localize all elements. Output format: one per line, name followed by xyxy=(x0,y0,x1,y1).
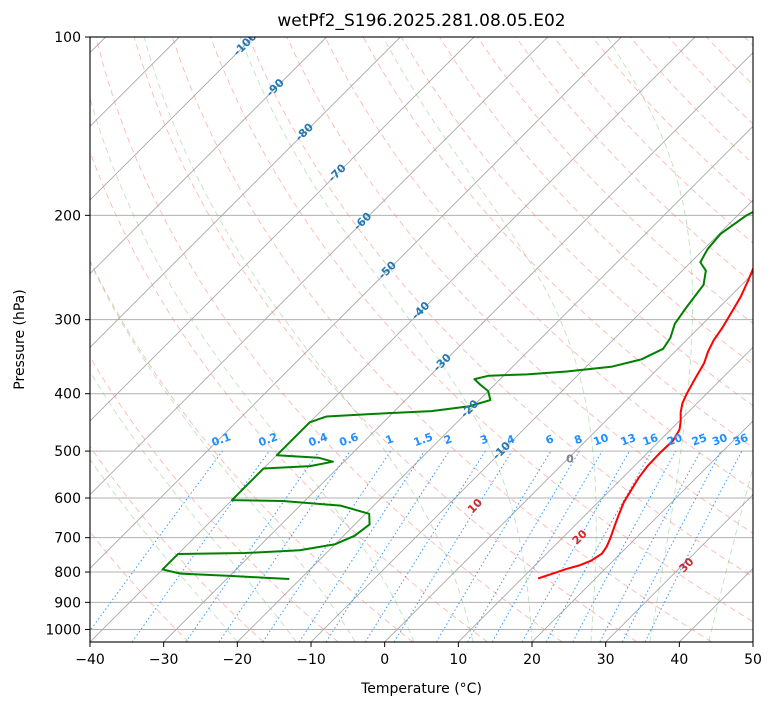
zero-isotherm-label: 0 xyxy=(566,453,574,466)
isotherm-line xyxy=(164,37,769,642)
mixing-ratio-label: 6 xyxy=(544,432,556,447)
mixing-ratio-label: 0.1 xyxy=(210,430,233,449)
mixing-ratio-line xyxy=(522,451,629,642)
mixing-ratio-label: 16 xyxy=(641,431,660,449)
mixing-ratio-label: 10 xyxy=(592,431,611,449)
mixing-ratio-line xyxy=(546,451,651,642)
y-tick-label: 500 xyxy=(54,444,81,460)
x-tick-label: 20 xyxy=(523,652,541,668)
mixing-ratio-label: 36 xyxy=(731,431,750,449)
dry-adiabat-line xyxy=(134,37,637,642)
x-tick-label: −30 xyxy=(149,652,179,668)
temperature-profile-line xyxy=(538,37,775,578)
isotherm-line xyxy=(385,37,775,642)
mixing-ratio-label: 20 xyxy=(665,431,684,449)
mixing-ratio-label: 0.6 xyxy=(338,430,361,449)
grid-layer xyxy=(0,37,775,642)
mixing-ratio-line xyxy=(219,451,350,642)
moist-adiabat-line xyxy=(709,37,775,642)
dry-adiabat-line xyxy=(0,37,189,642)
y-tick-label: 100 xyxy=(54,30,81,46)
x-tick-label: 10 xyxy=(449,652,467,668)
isotherm-line xyxy=(0,37,400,642)
isotherm-line xyxy=(679,37,775,642)
mixing-ratio-line xyxy=(365,451,485,642)
dry-adiabat-line xyxy=(668,37,775,642)
isotherm-line xyxy=(0,37,253,642)
mixing-ratio-line xyxy=(326,451,449,642)
y-axis-label: Pressure (hPa) xyxy=(12,289,28,389)
mixing-ratio-line xyxy=(82,451,223,642)
chart-title: wetPf2_S196.2025.281.08.05.E02 xyxy=(277,11,565,31)
dry-adiabat-line xyxy=(745,37,775,642)
y-tick-label: 200 xyxy=(54,208,81,224)
y-tick-label: 1000 xyxy=(45,622,81,638)
isotherm-label: -50 xyxy=(376,258,399,281)
mixing-ratio-label: 2 xyxy=(442,432,454,447)
isotherm-label: -90 xyxy=(263,76,286,99)
x-tick-label: 0 xyxy=(380,652,389,668)
y-tick-label: 600 xyxy=(54,491,81,507)
mixing-ratio-label: 1.5 xyxy=(412,430,435,449)
isotherm-line xyxy=(0,37,474,642)
isotherm-line xyxy=(311,37,775,642)
mixing-ratio-label: 13 xyxy=(619,431,638,448)
isotherm-line xyxy=(458,37,775,642)
dry-adiabat-line xyxy=(592,37,775,642)
isotherm-line xyxy=(753,37,775,642)
isotherm-label: -40 xyxy=(409,299,432,322)
mixing-ratio-label: 0.4 xyxy=(307,430,330,449)
moist-adiabat-line xyxy=(607,37,692,642)
y-tick-label: 800 xyxy=(54,565,81,581)
isotherm-label: -70 xyxy=(326,161,349,184)
mixing-ratio-label: 8 xyxy=(572,432,584,447)
dry-adiabat-line xyxy=(20,37,413,642)
dry-adiabat-line xyxy=(96,37,562,642)
dry-adiabat-label: 20 xyxy=(570,527,590,547)
x-axis-label: Temperature (°C) xyxy=(360,681,482,697)
isotherm-label: -80 xyxy=(293,120,316,143)
mixing-ratio-line xyxy=(468,451,580,642)
y-tick-label: 900 xyxy=(54,595,81,611)
mixing-ratio-line xyxy=(600,451,701,642)
y-tick-label: 700 xyxy=(54,531,81,547)
mixing-ratio-line xyxy=(573,451,676,642)
plot-frame xyxy=(90,37,753,642)
isotherm-label: -100 xyxy=(231,30,260,59)
isotherm-line xyxy=(16,37,621,642)
dry-adiabat-line xyxy=(707,37,775,642)
mixing-ratio-label: 25 xyxy=(690,431,709,448)
isotherm-label: -60 xyxy=(351,209,374,232)
mixing-ratio-label: 1 xyxy=(384,432,396,447)
y-tick-label: 400 xyxy=(54,387,81,403)
y-tick-label: 300 xyxy=(54,313,81,329)
mixing-ratio-label: 0.2 xyxy=(257,430,280,449)
mixing-ratio-label: 3 xyxy=(478,432,490,447)
x-tick-label: −20 xyxy=(223,652,253,668)
dry-adiabat-line xyxy=(0,37,264,642)
mixing-ratio-line xyxy=(436,451,550,642)
moist-adiabat-line xyxy=(0,37,237,642)
x-tick-label: −40 xyxy=(75,652,105,668)
x-tick-label: −10 xyxy=(296,652,326,668)
mixing-ratio-label: 30 xyxy=(710,431,729,449)
x-tick-label: 30 xyxy=(597,652,615,668)
x-tick-label: 40 xyxy=(670,652,688,668)
isotherm-label: -30 xyxy=(431,351,454,374)
dry-adiabat-line xyxy=(554,37,775,642)
x-tick-label: 50 xyxy=(744,652,762,668)
dry-adiabat-line xyxy=(516,37,775,642)
isotherm-line xyxy=(237,37,775,642)
